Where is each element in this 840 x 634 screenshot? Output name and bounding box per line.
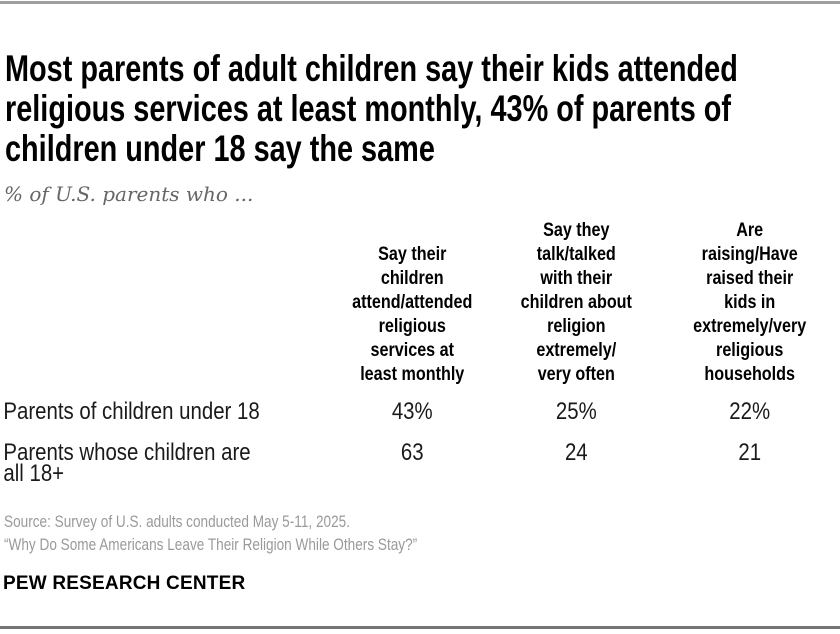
source-note: Source: Survey of U.S. adults conducted … bbox=[4, 512, 350, 531]
table-row-parents-under-18: Parents of children under 18 43% 25% 22% bbox=[0, 387, 838, 430]
header-row: Say their children attend/attended relig… bbox=[0, 219, 838, 387]
column-header-attend-services: Say their children attend/attended relig… bbox=[352, 244, 473, 385]
column-header-talk-religion: Say they talk/talked with their children… bbox=[520, 220, 632, 385]
value-cell: 43% bbox=[391, 398, 433, 425]
value-cell: 63 bbox=[400, 439, 424, 466]
top-divider-rule bbox=[0, 1, 840, 4]
chart-title: Most parents of adult children say their… bbox=[5, 47, 738, 169]
footer-notes: Source: Survey of U.S. adults conducted … bbox=[4, 510, 500, 556]
value-cell: 25% bbox=[555, 398, 597, 425]
brand-wordmark: PEW RESEARCH CENTER bbox=[3, 573, 246, 594]
value-cell: 24 bbox=[564, 439, 588, 466]
data-table-container: Say their children attend/attended relig… bbox=[0, 219, 838, 487]
column-header-religious-household: Are raising/Have raised their kids in ex… bbox=[693, 220, 807, 385]
row-label-column-header bbox=[0, 219, 333, 387]
value-cell: 22% bbox=[729, 398, 771, 425]
value-cell: 21 bbox=[738, 439, 762, 466]
row-label: Parents of children under 18 bbox=[3, 398, 260, 425]
report-title-note: “Why Do Some Americans Leave Their Relig… bbox=[4, 535, 418, 554]
chart-subtitle: % of U.S. parents who ... bbox=[4, 182, 254, 206]
table-row-parents-all-18plus: Parents whose children are all 18+ 63 24… bbox=[0, 430, 838, 487]
data-table: Say their children attend/attended relig… bbox=[0, 219, 838, 487]
row-label: Parents whose children are all 18+ bbox=[3, 439, 251, 487]
bottom-divider-rule bbox=[0, 626, 840, 629]
